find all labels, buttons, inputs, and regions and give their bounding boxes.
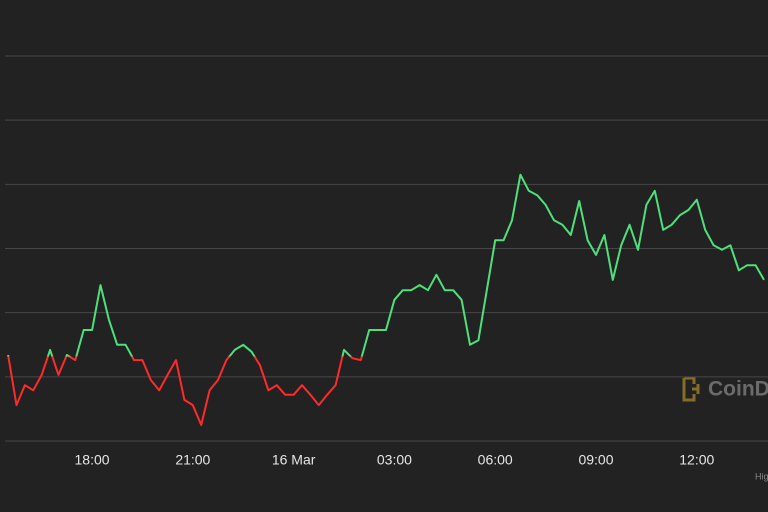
- x-tick-label: 03:00: [377, 452, 412, 468]
- grid: [5, 55, 768, 442]
- x-tick-label: 12:00: [679, 452, 714, 468]
- price-line: [7, 173, 765, 426]
- x-tick-label: 18:00: [75, 452, 110, 468]
- watermark: CoinD: [708, 378, 768, 401]
- x-tick-label: 06:00: [478, 452, 513, 468]
- x-tick-label: 16 Mar: [272, 452, 316, 468]
- credit: Hig: [755, 471, 768, 481]
- watermark-logo: [682, 376, 700, 402]
- x-tick-label: 09:00: [578, 452, 613, 468]
- x-tick-label: 21:00: [175, 452, 210, 468]
